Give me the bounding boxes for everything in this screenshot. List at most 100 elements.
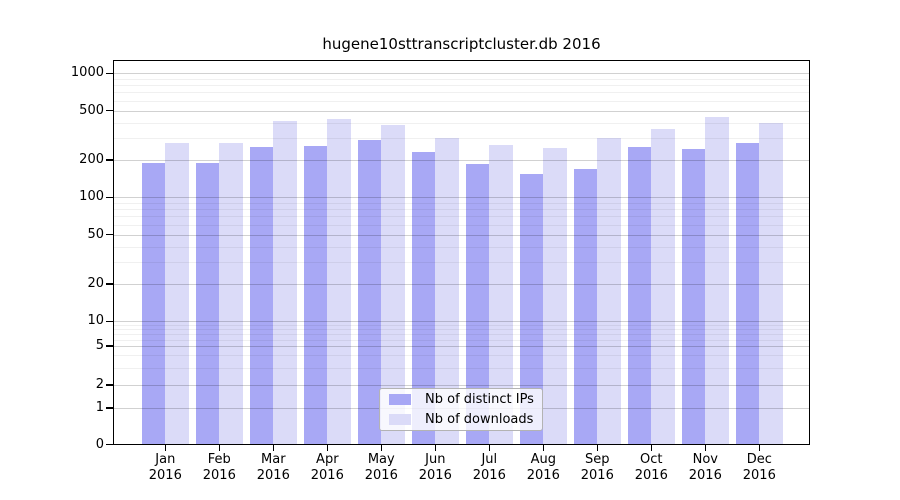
legend-swatch-downloads <box>389 414 411 425</box>
legend: Nb of distinct IPs Nb of downloads <box>379 388 543 431</box>
bar-ips-oct <box>627 146 652 445</box>
y-tick-label-500: 500 <box>79 102 104 118</box>
gridline-60 <box>113 224 810 226</box>
x-tick-label-jan: Jan 2016 <box>148 452 182 483</box>
x-tick-mark-nov <box>704 445 707 451</box>
bar-downloads-apr <box>327 119 351 445</box>
gridline-7 <box>113 334 810 335</box>
bar-ips-aug <box>519 173 544 445</box>
gridline-400 <box>113 122 810 124</box>
bar-downloads-jan <box>165 142 189 445</box>
legend-label-distinct-ips: Nb of distinct IPs <box>425 392 534 407</box>
bar-ips-feb <box>195 162 220 445</box>
bar-ips-dec <box>735 142 760 445</box>
legend-entry-downloads: Nb of downloads <box>389 411 542 428</box>
gridline-80 <box>113 209 810 211</box>
x-tick-label-feb: Feb 2016 <box>202 452 236 483</box>
chart-title: hugene10sttranscriptcluster.db 2016 <box>322 35 601 53</box>
bar-downloads-dec <box>759 122 783 445</box>
y-tick-mark-0 <box>106 443 113 446</box>
bar-downloads-aug <box>543 147 567 445</box>
y-tick-mark-5 <box>106 345 113 347</box>
bar-ips-jun <box>411 152 436 445</box>
x-tick-mark-jul <box>488 445 491 451</box>
x-tick-label-jun: Jun 2016 <box>418 452 452 483</box>
y-tick-label-20: 20 <box>87 276 104 291</box>
plot-area <box>113 60 810 445</box>
bar-ips-mar <box>249 146 274 445</box>
y-tick-mark-500 <box>106 109 113 112</box>
bar-downloads-sep <box>597 138 621 445</box>
legend-entry-distinct-ips: Nb of distinct IPs <box>389 391 542 408</box>
x-tick-mark-apr <box>326 445 329 451</box>
gridline-8 <box>113 329 810 331</box>
gridline-3 <box>113 367 810 369</box>
x-tick-label-dec: Dec 2016 <box>742 452 776 483</box>
bar-downloads-may <box>381 125 405 445</box>
y-tick-mark-20 <box>106 283 113 285</box>
bar-downloads-oct <box>651 129 675 445</box>
gridline-20 <box>113 284 810 285</box>
gridline-500 <box>113 110 810 112</box>
gridline-90 <box>113 202 810 204</box>
bar-downloads-jun <box>435 138 459 445</box>
y-tick-label-10: 10 <box>87 313 104 329</box>
bar-downloads-nov <box>705 117 729 445</box>
y-tick-mark-1 <box>106 407 113 409</box>
legend-label-downloads: Nb of downloads <box>425 412 534 427</box>
y-tick-mark-2 <box>106 384 113 386</box>
x-tick-mark-jun <box>434 445 437 451</box>
x-tick-label-aug: Aug 2016 <box>526 452 560 483</box>
gridline-5 <box>113 346 810 347</box>
x-tick-mark-aug <box>542 445 545 451</box>
y-tick-label-1000: 1000 <box>70 65 104 81</box>
y-tick-mark-10 <box>106 320 113 323</box>
x-tick-label-sep: Sep 2016 <box>580 452 614 483</box>
legend-swatch-distinct-ips <box>389 394 411 405</box>
x-tick-mark-dec <box>758 445 761 451</box>
x-tick-label-oct: Oct 2016 <box>634 452 668 483</box>
x-tick-label-nov: Nov 2016 <box>688 452 722 483</box>
gridline-300 <box>113 138 810 140</box>
y-tick-label-2: 2 <box>95 377 104 392</box>
gridline-200 <box>113 160 810 161</box>
y-tick-label-100: 100 <box>79 189 104 205</box>
y-tick-label-200: 200 <box>79 152 104 167</box>
gridline-50 <box>113 234 810 236</box>
x-tick-mark-mar <box>272 445 275 451</box>
gridline-6 <box>113 339 810 341</box>
bar-ips-apr <box>303 145 328 445</box>
bar-ips-sep <box>573 168 598 445</box>
gridline-2 <box>113 385 810 386</box>
y-tick-label-50: 50 <box>87 226 104 242</box>
gridline-800 <box>113 85 810 87</box>
y-tick-mark-200 <box>106 159 113 161</box>
gridline-600 <box>113 100 810 102</box>
bar-ips-jan <box>141 162 166 445</box>
bar-downloads-jul <box>489 144 513 445</box>
gridline-10 <box>113 321 810 323</box>
y-tick-label-5: 5 <box>95 338 104 353</box>
y-tick-mark-50 <box>106 233 113 236</box>
x-tick-mark-jan <box>164 445 167 451</box>
x-tick-mark-feb <box>218 445 221 451</box>
x-tick-mark-may <box>380 445 383 451</box>
y-tick-mark-1000 <box>106 72 113 75</box>
bar-downloads-mar <box>273 121 297 445</box>
x-tick-mark-sep <box>596 445 599 451</box>
x-tick-mark-oct <box>650 445 653 451</box>
bar-ips-nov <box>681 149 706 445</box>
x-tick-label-apr: Apr 2016 <box>310 452 344 483</box>
gridline-700 <box>113 92 810 94</box>
y-tick-label-1: 1 <box>95 400 104 415</box>
bar-ips-jul <box>465 164 490 445</box>
bar-downloads-feb <box>219 142 243 445</box>
x-tick-label-may: May 2016 <box>364 452 398 483</box>
bar-ips-may <box>357 139 382 445</box>
gridline-900 <box>113 78 810 80</box>
gridline-9 <box>113 325 810 327</box>
gridline-30 <box>113 262 810 264</box>
gridline-40 <box>113 246 810 248</box>
gridline-4 <box>113 355 810 357</box>
